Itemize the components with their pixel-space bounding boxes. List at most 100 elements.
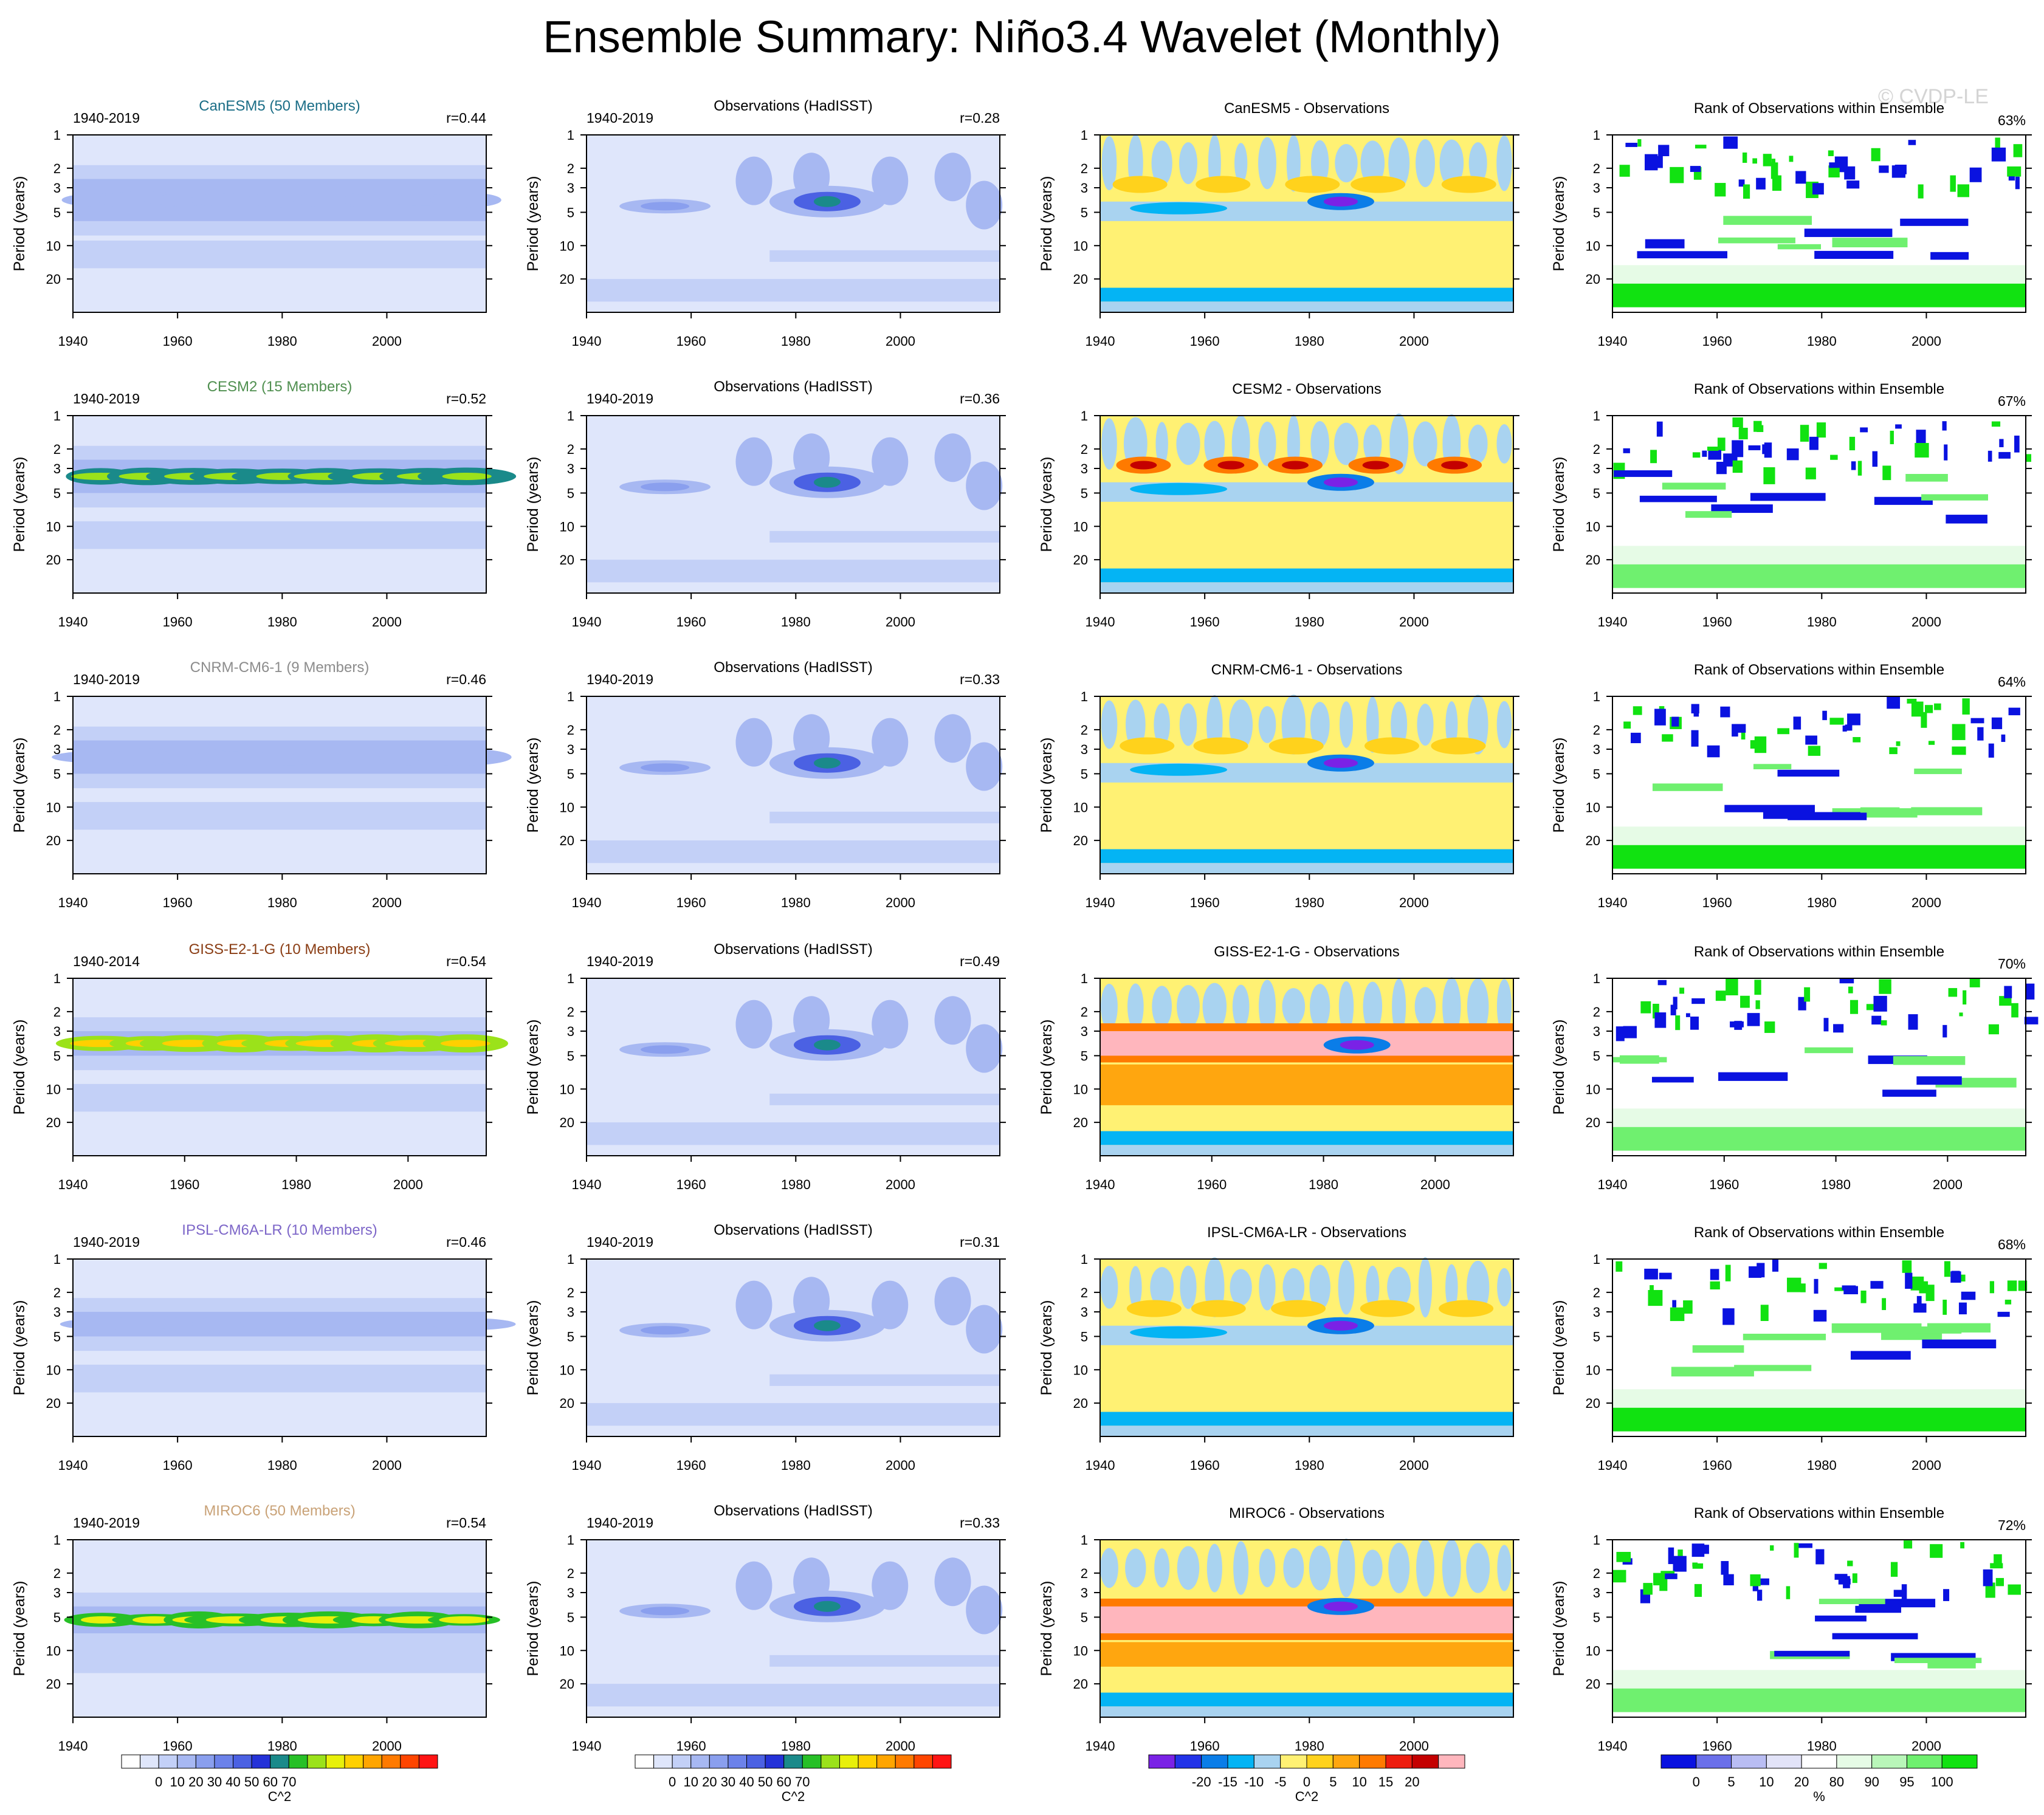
rank-cell [1907,699,1917,704]
y-tick-label: 5 [1081,205,1088,220]
obs-title: Observations (HadISST) [714,98,872,114]
rank-cell [1850,1000,1859,1014]
rank-cell [1860,807,1900,813]
y-axis-label: Period (years) [525,1300,542,1396]
rank-cell [1952,746,1966,755]
colorbar-swatch [839,1754,859,1769]
rank-cell [1726,978,1738,996]
rank-cell [2007,166,2022,177]
rank-cell [1857,461,1862,476]
rank-cell [1819,1263,1827,1269]
y-tick-label: 1 [1081,408,1088,424]
y-tick-label: 3 [567,742,574,757]
rank-title: Rank of Observations within Ensemble [1694,100,1944,117]
y-tick-label: 5 [1593,1329,1600,1344]
y-tick-label: 10 [1073,800,1088,815]
colorbar-swatch [363,1754,382,1769]
colorbar-swatch [195,1754,215,1769]
x-tick-label: 1960 [1702,1738,1732,1754]
y-tick-label: 1 [567,1252,574,1267]
colorbar-tick-label: 20 [702,1774,717,1789]
rank-cell [1814,1278,1819,1294]
rank-cell [1711,504,1773,513]
rank-cell [1770,1545,1774,1551]
rank-cell [1645,239,1685,249]
y-tick-label: 1 [53,1532,61,1548]
x-tick-label: 1940 [572,334,602,349]
y-tick-label: 3 [1593,180,1600,196]
obs-power-panel: 1 2 3 5 10 20 Period (years) 1940 1960 1980 2000 19… [525,941,1006,1192]
x-tick-label: 1980 [781,895,811,910]
y-tick-label: 10 [1586,238,1600,253]
y-tick-label: 10 [1586,800,1600,815]
x-tick-label: 1960 [163,1738,193,1754]
model-title: IPSL-CM6A-LR (10 Members) [182,1222,377,1238]
y-tick-label: 1 [1081,689,1088,704]
rank-cell [1708,450,1722,460]
colorbar-swatch [653,1754,673,1769]
y-tick-label: 3 [1081,461,1088,476]
rank-cell [1994,1554,2002,1564]
colorbar-swatch [1385,1754,1413,1769]
power-blob [735,156,773,205]
model-years: 1940-2019 [73,671,140,687]
y-axis-label: Period (years) [1038,176,1055,272]
rank-cell [1957,184,1970,197]
rank-cell [1834,1574,1848,1580]
x-tick-label: 1940 [572,1458,602,1473]
y-tick-label: 5 [1081,485,1088,501]
diff-band [1100,1145,1513,1156]
x-tick-label: 1940 [1086,1458,1115,1473]
x-tick-label: 2000 [1912,1458,1941,1473]
rank-cell [1902,1260,1912,1273]
rank-cell [1870,1281,1884,1289]
diff-blob [1282,988,1306,1025]
rank-cell [1829,162,1840,168]
power-band [73,801,486,830]
rank-cell [1710,1281,1720,1290]
x-tick-label: 1960 [1709,1177,1739,1192]
panel-frame [586,134,1000,313]
power-band [769,530,1000,543]
y-tick-label: 5 [1593,1048,1600,1063]
rank-panel: 1 2 3 5 10 20 Period (years) 1940 1960 1980 2000 Ra… [1550,1505,2032,1754]
model-title: CNRM-CM6-1 (9 Members) [190,659,370,676]
diff-blob [1193,737,1248,755]
rank-cell [1656,421,1663,437]
colorbar-tick-label: -10 [1244,1774,1264,1789]
rank-cell [1770,162,1778,179]
y-tick-label: 3 [567,180,574,196]
rank-cell [1691,998,1705,1004]
diff-blob [1230,1269,1252,1306]
rank-cell [2025,983,2035,1000]
model-years: 1940-2019 [73,1515,140,1531]
x-tick-label: 1940 [58,1458,88,1473]
obs-power-panel: 1 2 3 5 10 20 Period (years) 1940 1960 1980 2000 19… [525,1222,1006,1473]
rank-cell [1614,470,1673,477]
power-blob [641,202,690,211]
rank-cell [1879,979,1891,994]
y-tick-label: 1 [1593,971,1600,986]
y-tick-label: 5 [567,1329,574,1344]
diff-band [1100,1606,1513,1634]
obs-r: r=0.49 [960,953,1000,969]
rank-cell [1894,164,1907,174]
rank-cell [1696,1545,1709,1554]
colorbar-swatch [802,1754,822,1769]
rank-band [1612,1108,2026,1127]
rank-cell [1845,724,1853,731]
colorbar-tick-label: 0 [1693,1774,1700,1789]
rank-cell [1789,156,1794,162]
diff-blob [1441,461,1468,470]
rank-cell [1619,1055,1659,1064]
y-tick-label: 1 [53,689,61,704]
rank-cell [1730,1021,1744,1028]
rank-cell [1860,1290,1867,1303]
rank-cell [1668,1547,1674,1565]
y-tick-label: 1 [1593,1532,1600,1548]
y-tick-label: 10 [560,1362,574,1378]
y-tick-label: 20 [560,833,574,848]
rank-cell [1670,166,1684,184]
power-band [587,840,1000,863]
colorbar-swatch [858,1754,878,1769]
